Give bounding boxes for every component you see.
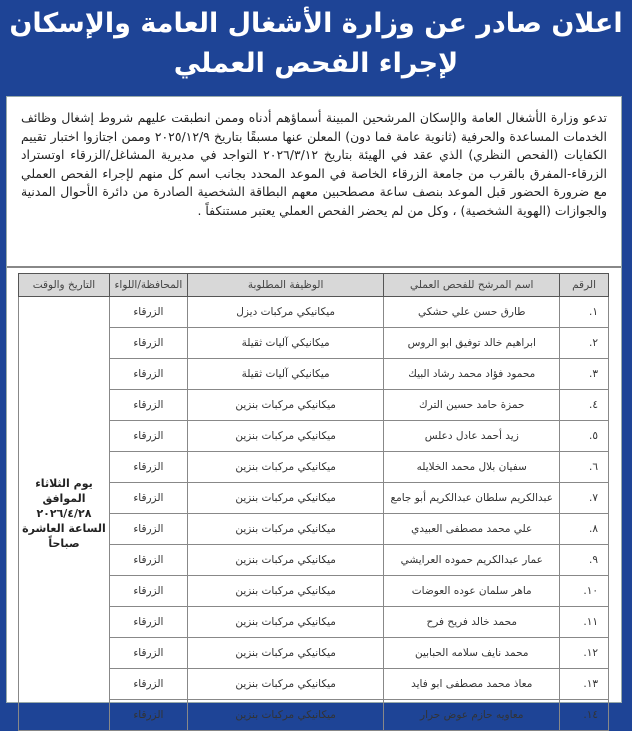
- governorate: الزرقاء: [108, 420, 188, 452]
- candidate-name: ابراهيم خالد توفيق ابو الروس: [383, 327, 561, 359]
- row-number: ٢.: [559, 327, 609, 359]
- job-title: ميكانيكي مركبات بنزين: [186, 513, 385, 545]
- job-title: ميكانيكي مركبات بنزين: [186, 699, 385, 731]
- job-title: ميكانيكي مركبات بنزين: [186, 606, 385, 638]
- candidate-name: عبدالكريم سلطان عبدالكريم أبو جامع: [383, 482, 561, 514]
- row-number: ٥.: [559, 420, 609, 452]
- governorate: الزرقاء: [108, 513, 188, 545]
- job-title: ميكانيكي مركبات ديزل: [186, 296, 385, 328]
- governorate: الزرقاء: [108, 358, 188, 390]
- job-title: ميكانيكي مركبات بنزين: [186, 668, 385, 700]
- job-title: ميكانيكي آليات ثقيلة: [186, 358, 385, 390]
- job-title: ميكانيكي مركبات بنزين: [186, 389, 385, 421]
- table-row: ١٣. معاذ محمد مصطفى ابو فايد ميكانيكي مركب…: [19, 668, 609, 700]
- candidate-name: حمزة حامد حسين الترك: [383, 389, 561, 421]
- candidate-name: سفيان بلال محمد الخلايله: [383, 451, 561, 483]
- governorate: الزرقاء: [108, 451, 188, 483]
- table-row: ٧. عبدالكريم سلطان عبدالكريم أبو جامع ميكا…: [19, 482, 609, 514]
- title-line-1: اعلان صادر عن وزارة الأشغال العامة والإس…: [9, 8, 623, 39]
- row-number: ٣.: [559, 358, 609, 390]
- candidate-name: ماهر سلمان عوده العوضات: [383, 575, 561, 607]
- divider: [7, 266, 621, 268]
- row-number: ١.: [559, 296, 609, 328]
- governorate: الزرقاء: [108, 296, 188, 328]
- row-number: ١٤.: [559, 699, 609, 731]
- governorate: الزرقاء: [108, 668, 188, 700]
- governorate: الزرقاء: [108, 637, 188, 669]
- header-date: التاريخ والوقت: [18, 273, 110, 297]
- candidate-name: عمار عبدالكريم حموده العرايشي: [383, 544, 561, 576]
- job-title: ميكانيكي مركبات بنزين: [186, 482, 385, 514]
- row-number: ٧.: [559, 482, 609, 514]
- governorate: الزرقاء: [108, 544, 188, 576]
- table-row: ٩. عمار عبدالكريم حموده العرايشي ميكانيكي …: [19, 544, 609, 576]
- governorate: الزرقاء: [108, 575, 188, 607]
- candidate-name: طارق حسن علي حشكي: [383, 296, 561, 328]
- job-title: ميكانيكي مركبات بنزين: [186, 420, 385, 452]
- table-row: ٨. علي محمد مصطفى العبيدي ميكانيكي مركبات …: [19, 513, 609, 545]
- candidate-name: محمود فؤاد محمد رشاد البيك: [383, 358, 561, 390]
- row-number: ٤.: [559, 389, 609, 421]
- header-job: الوظيفة المطلوبة: [186, 273, 385, 297]
- governorate: الزرقاء: [108, 699, 188, 731]
- candidate-name: محمد نايف سلامه الحبابين: [383, 637, 561, 669]
- row-number: ١٢.: [559, 637, 609, 669]
- announcement-body: تدعو وزارة الأشغال العامة والإسكان المرش…: [6, 96, 622, 731]
- table-row: ٤. حمزة حامد حسين الترك ميكانيكي مركبات بن…: [19, 389, 609, 421]
- job-title: ميكانيكي آليات ثقيلة: [186, 327, 385, 359]
- candidate-name: معاذ محمد مصطفى ابو فايد: [383, 668, 561, 700]
- table-row: ٢. ابراهيم خالد توفيق ابو الروس ميكانيكي آ…: [19, 327, 609, 359]
- table-row: ٥. زيد أحمد عادل دعلس ميكانيكي مركبات بنزي…: [19, 420, 609, 452]
- job-title: ميكانيكي مركبات بنزين: [186, 575, 385, 607]
- table-row: ١١. محمد خالد فريح فرح ميكانيكي مركبات بنز…: [19, 606, 609, 638]
- candidate-name: زيد أحمد عادل دعلس: [383, 420, 561, 452]
- governorate: الزرقاء: [108, 482, 188, 514]
- row-number: ١٣.: [559, 668, 609, 700]
- governorate: الزرقاء: [108, 389, 188, 421]
- candidates-table: الرقم اسم المرشح للفحص العملي الوظيفة ال…: [18, 273, 609, 731]
- governorate: الزرقاء: [108, 327, 188, 359]
- header-number: الرقم: [559, 273, 609, 297]
- table-header-row: الرقم اسم المرشح للفحص العملي الوظيفة ال…: [18, 273, 609, 297]
- candidate-name: معاويه حازم عوض حرار: [383, 699, 561, 731]
- job-title: ميكانيكي مركبات بنزين: [186, 637, 385, 669]
- job-title: ميكانيكي مركبات بنزين: [186, 451, 385, 483]
- announcement-text: تدعو وزارة الأشغال العامة والإسكان المرش…: [21, 110, 607, 218]
- row-number: ٦.: [559, 451, 609, 483]
- exam-date-time: يوم الثلاثاء الموافق ٢٠٢٦/٤/٢٨ الساعة ال…: [18, 296, 110, 731]
- header-name: اسم المرشح للفحص العملي: [383, 273, 561, 297]
- table-row: ١. طارق حسن علي حشكي ميكانيكي مركبات ديزل ا…: [18, 296, 609, 731]
- title-line-2: لإجراء الفحص العملي: [173, 48, 459, 79]
- row-number: ١٠.: [559, 575, 609, 607]
- row-number: ٨.: [559, 513, 609, 545]
- row-number: ١١.: [559, 606, 609, 638]
- candidate-name: علي محمد مصطفى العبيدي: [383, 513, 561, 545]
- row-number: ٩.: [559, 544, 609, 576]
- governorate: الزرقاء: [108, 606, 188, 638]
- job-title: ميكانيكي مركبات بنزين: [186, 544, 385, 576]
- announcement-header: اعلان صادر عن وزارة الأشغال العامة والإس…: [0, 0, 632, 96]
- header-governorate: المحافظة/اللواء: [108, 273, 188, 297]
- table-row: ٦. سفيان بلال محمد الخلايله ميكانيكي مركبا…: [19, 451, 609, 483]
- candidate-name: محمد خالد فريح فرح: [383, 606, 561, 638]
